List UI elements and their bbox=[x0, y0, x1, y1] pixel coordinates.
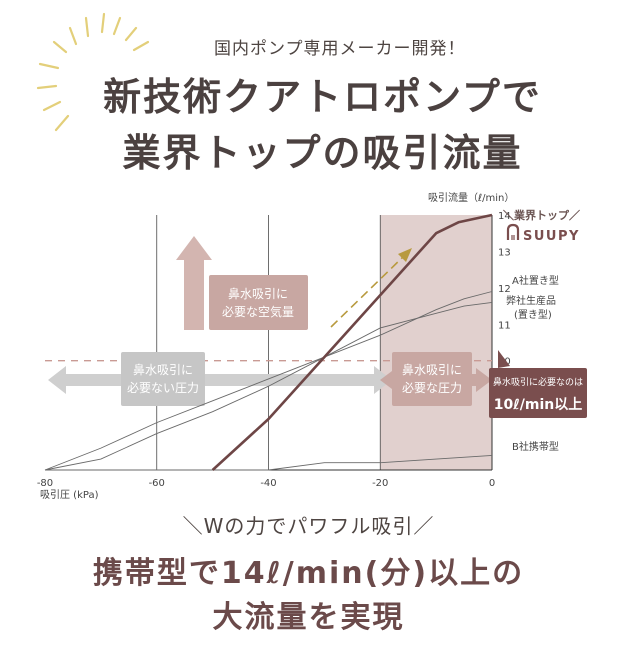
legend-b: B社携帯型 bbox=[512, 440, 559, 453]
pressure-box bbox=[392, 352, 472, 406]
y-tick-12: 12 bbox=[498, 284, 511, 295]
flow-chart: 鼻水吸引に 必要ない圧力 鼻水吸引に 必要な圧力 鼻水吸引に 必要な空気量 14… bbox=[37, 191, 587, 501]
suupy-logo-icon bbox=[506, 223, 520, 240]
airflow-text-1: 鼻水吸引に bbox=[228, 286, 288, 301]
no-pressure-text-1: 鼻水吸引に bbox=[133, 362, 193, 377]
headline-line-1: 新技術クアトロポンプで bbox=[103, 75, 542, 119]
need-callout-box bbox=[489, 368, 587, 418]
series-suupy-line bbox=[211, 213, 493, 471]
need-callout-text-2: 10ℓ/min以上 bbox=[494, 397, 583, 413]
vertical-gridlines bbox=[156, 215, 381, 470]
x-axis-label: 吸引圧 (kPa) bbox=[40, 489, 99, 501]
pressure-range-arrow bbox=[48, 366, 392, 394]
series-own-line bbox=[44, 301, 493, 471]
tagline: 国内ポンプ専用メーカー開発！ bbox=[214, 39, 466, 59]
x-tick--80: -80 bbox=[37, 478, 53, 489]
x-tick--20: -20 bbox=[372, 478, 388, 489]
footer-line-2: 大流量を実現 bbox=[212, 600, 405, 635]
headline-line-2: 業界トップの吸引流量 bbox=[122, 131, 523, 175]
y-tick-11: 11 bbox=[498, 320, 511, 331]
no-pressure-text-2: 必要ない圧力 bbox=[127, 381, 199, 395]
pressure-text-2: 必要な圧力 bbox=[402, 381, 462, 395]
x-tick-labels: -80 -60 -40 -20 0 bbox=[37, 478, 495, 489]
series-b-line bbox=[45, 454, 493, 471]
legend-own-1: 弊社生産品 bbox=[506, 294, 556, 307]
legend-a: A社置き型 bbox=[512, 274, 559, 287]
series-a-line bbox=[44, 291, 493, 471]
y-axis-label: 吸引流量（ℓ/min） bbox=[428, 191, 514, 204]
need-callout-text-1: 鼻水吸引に必要なのは bbox=[493, 376, 583, 388]
pressure-text-1: 鼻水吸引に bbox=[402, 362, 462, 377]
suupy-brand: SUUPY bbox=[523, 229, 580, 244]
no-pressure-box bbox=[121, 352, 205, 406]
highlight-band bbox=[380, 215, 492, 470]
y-tick-14: 14 bbox=[498, 211, 511, 222]
airflow-text-2: 必要な空気量 bbox=[222, 304, 294, 319]
x-tick--40: -40 bbox=[260, 478, 276, 489]
y-tick-13: 13 bbox=[498, 247, 511, 258]
trend-arrowhead bbox=[398, 248, 412, 262]
sub-tagline: ＼Wの力でパワフル吸引／ bbox=[182, 514, 435, 538]
footer-line-1: 携帯型で14ℓ/min(分)以上の bbox=[92, 556, 525, 591]
airflow-box bbox=[209, 275, 308, 330]
suupy-top-label: ＼業界トップ／ bbox=[503, 208, 580, 222]
legend-own-2: (置き型) bbox=[514, 308, 552, 321]
trend-arrow-line bbox=[330, 253, 407, 328]
burst-decoration bbox=[36, 12, 150, 132]
x-tick-0: 0 bbox=[489, 478, 495, 489]
callout-pointer bbox=[498, 350, 510, 368]
airflow-up-arrow bbox=[176, 236, 212, 330]
x-tick--60: -60 bbox=[149, 478, 165, 489]
